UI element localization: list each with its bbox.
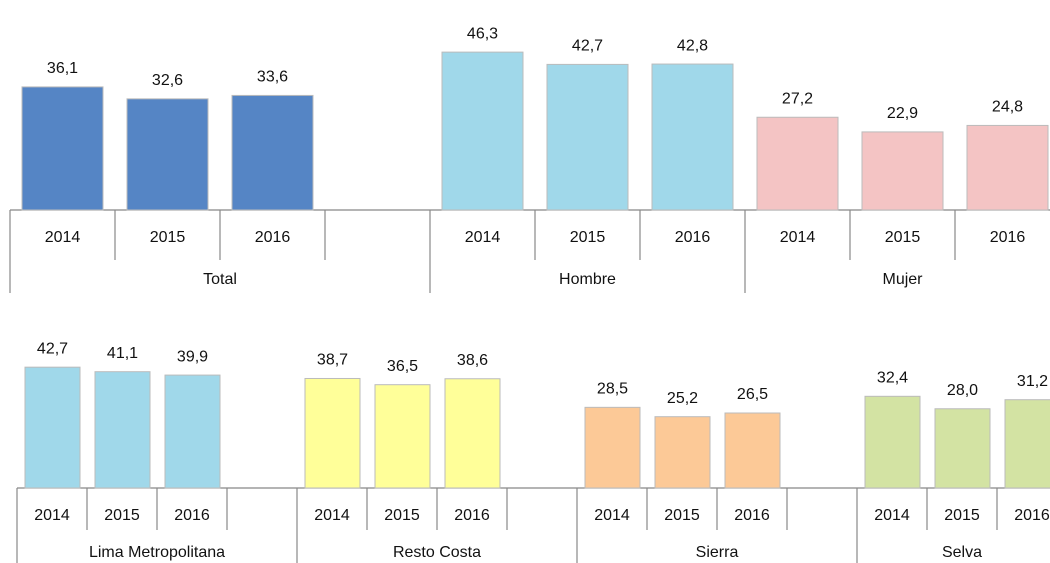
- x-tick-label: 2016: [675, 229, 711, 246]
- value-label: 31,2: [1017, 373, 1048, 390]
- bar: [864, 395, 921, 489]
- x-tick-label: 2014: [594, 507, 630, 524]
- x-tick-label: 2016: [454, 507, 490, 524]
- x-tick-label: 2015: [384, 507, 420, 524]
- x-tick-label: 2016: [174, 507, 210, 524]
- value-label: 33,6: [257, 69, 288, 86]
- bar: [756, 116, 839, 211]
- value-label: 42,8: [677, 37, 708, 54]
- bar: [126, 98, 209, 211]
- bar: [1004, 399, 1050, 489]
- bar: [24, 366, 81, 489]
- bar: [934, 408, 991, 489]
- group-label: Resto Costa: [393, 544, 481, 561]
- bar: [164, 374, 221, 489]
- value-label: 27,2: [782, 90, 813, 107]
- value-label: 46,3: [467, 25, 498, 42]
- x-tick-label: 2014: [465, 229, 501, 246]
- x-tick-label: 2016: [1014, 507, 1050, 524]
- bar: [861, 131, 944, 211]
- bar: [231, 94, 314, 211]
- value-label: 42,7: [572, 38, 603, 55]
- group-label: Lima Metropolitana: [89, 544, 225, 561]
- x-tick-label: 2016: [255, 229, 291, 246]
- x-tick-label: 2015: [104, 507, 140, 524]
- value-label: 39,9: [177, 348, 208, 365]
- bar: [304, 377, 361, 489]
- value-label: 25,2: [667, 390, 698, 407]
- value-label: 28,0: [947, 382, 978, 399]
- bar: [374, 384, 431, 489]
- group-label: Hombre: [559, 271, 616, 288]
- value-label: 42,7: [37, 340, 68, 357]
- x-tick-label: 2014: [45, 229, 81, 246]
- value-label: 38,7: [317, 352, 348, 369]
- value-label: 36,5: [387, 358, 418, 375]
- value-label: 24,8: [992, 99, 1023, 116]
- bar: [444, 378, 501, 489]
- group-label: Mujer: [882, 271, 923, 288]
- x-tick-label: 2016: [734, 507, 770, 524]
- x-tick-label: 2015: [150, 229, 186, 246]
- x-tick-label: 2014: [34, 507, 70, 524]
- x-tick-label: 2015: [885, 229, 921, 246]
- bar: [441, 51, 524, 211]
- value-label: 22,9: [887, 105, 918, 122]
- x-tick-label: 2015: [570, 229, 606, 246]
- value-label: 26,5: [737, 386, 768, 403]
- x-tick-label: 2015: [664, 507, 700, 524]
- group-label: Total: [203, 271, 237, 288]
- bar: [654, 416, 711, 489]
- bar: [21, 86, 104, 211]
- x-tick-label: 2014: [314, 507, 350, 524]
- value-label: 28,5: [597, 381, 628, 398]
- group-label: Sierra: [696, 544, 739, 561]
- x-tick-label: 2016: [990, 229, 1026, 246]
- value-label: 32,6: [152, 72, 183, 89]
- bar: [966, 124, 1049, 211]
- group-label: Selva: [942, 544, 982, 561]
- value-label: 36,1: [47, 60, 78, 77]
- bar: [724, 412, 781, 489]
- value-label: 38,6: [457, 352, 488, 369]
- bar: [584, 406, 641, 489]
- bar: [651, 63, 734, 211]
- x-tick-label: 2014: [874, 507, 910, 524]
- value-label: 32,4: [877, 370, 908, 387]
- bar: [94, 371, 151, 489]
- value-label: 41,1: [107, 345, 138, 362]
- x-tick-label: 2014: [780, 229, 816, 246]
- x-tick-label: 2015: [944, 507, 980, 524]
- bar: [546, 63, 629, 211]
